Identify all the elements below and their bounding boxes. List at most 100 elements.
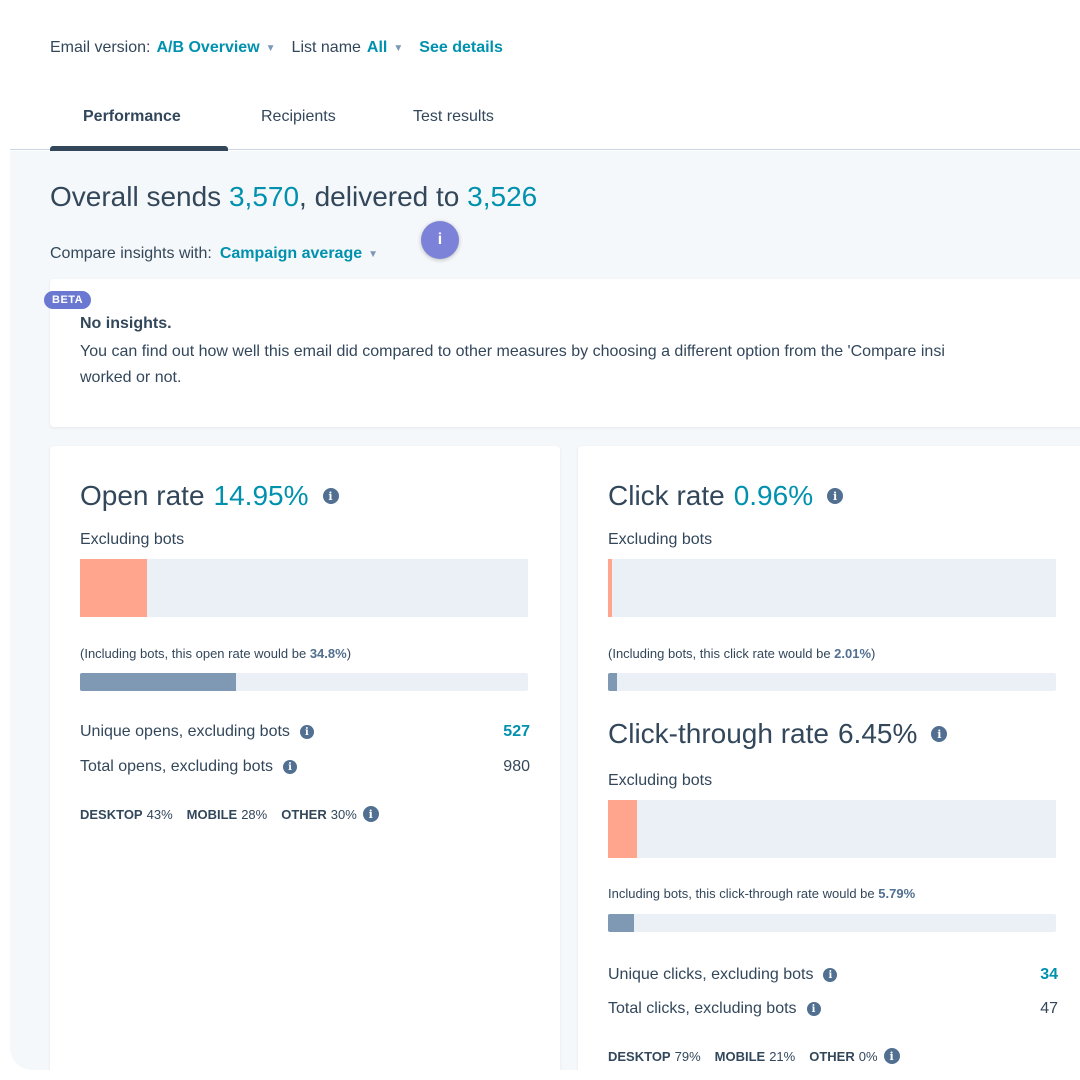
- device-pct: 30%: [330, 806, 357, 822]
- open-device-breakdown: DESKTOP 43% MOBILE 28% OTHER 30% i: [80, 806, 379, 822]
- device-name: OTHER: [281, 806, 327, 822]
- open-rate-including-bar-fill: [80, 673, 236, 691]
- ctr-excluding-label: Excluding bots: [608, 772, 713, 789]
- click-rate-including-bar: [608, 673, 1056, 691]
- device-pct: 0%: [858, 1048, 878, 1064]
- open-rate-card: Open rate 14.95% i Excluding bots (Inclu…: [50, 446, 560, 1070]
- click-rate-including-bar-fill: [608, 673, 617, 691]
- info-icon[interactable]: i: [421, 221, 459, 259]
- open-note-suffix: ): [346, 646, 352, 661]
- info-circle-icon[interactable]: i: [823, 968, 838, 982]
- click-rate-bar-fill: [608, 559, 613, 617]
- caret-down-icon[interactable]: ▼: [368, 248, 379, 260]
- tab-bar: Performance Recipients Test results: [10, 96, 1080, 150]
- click-note-prefix: (Including bots, this click rate would b…: [608, 646, 835, 661]
- device-name: MOBILE: [714, 1048, 766, 1064]
- open-rate-including-note: (Including bots, this open rate would be…: [80, 646, 351, 661]
- ctr-bar: [608, 800, 1056, 858]
- ctr-note-value: 5.79%: [878, 886, 916, 901]
- open-note-value: 34.8%: [309, 646, 347, 661]
- info-circle-icon[interactable]: i: [362, 806, 379, 822]
- info-circle-icon[interactable]: i: [322, 488, 339, 504]
- ctr-including-bar-fill: [608, 914, 634, 932]
- device-pct: 21%: [769, 1048, 796, 1064]
- total-clicks-value: 47: [1040, 1000, 1058, 1017]
- email-version-dropdown[interactable]: A/B Overview: [156, 39, 260, 56]
- click-rate-excluding-label: Excluding bots: [608, 531, 713, 548]
- insights-title: No insights.: [80, 315, 172, 332]
- total-clicks-row: Total clicks, excluding bots i 47: [608, 1000, 1058, 1018]
- device-name: DESKTOP: [80, 806, 143, 822]
- device-name: MOBILE: [186, 806, 238, 822]
- caret-down-icon[interactable]: ▼: [265, 42, 276, 54]
- device-name: DESKTOP: [608, 1048, 671, 1064]
- list-name-dropdown[interactable]: All: [366, 39, 388, 56]
- insights-body: You can find out how well this email did…: [80, 339, 1080, 391]
- delivered-count: 3,526: [467, 181, 538, 212]
- compare-insights: Compare insights with: Campaign average …: [50, 245, 378, 263]
- info-circle-icon[interactable]: i: [283, 760, 298, 774]
- info-circle-icon[interactable]: i: [883, 1048, 900, 1064]
- open-rate-including-bar: [80, 673, 528, 691]
- overall-sends-heading: Overall sends 3,570, delivered to 3,526: [50, 181, 537, 213]
- list-name-label: List name: [291, 39, 361, 56]
- insights-card: BETA No insights. You can find out how w…: [44, 279, 1080, 427]
- filter-bar: Email version: A/B Overview ▼ List name …: [50, 36, 503, 60]
- tab-test-results[interactable]: Test results: [413, 108, 494, 125]
- open-note-prefix: (Including bots, this open rate would be: [80, 646, 310, 661]
- total-opens-value: 980: [503, 758, 530, 775]
- unique-opens-value[interactable]: 527: [503, 723, 530, 740]
- open-rate-value: 14.95%: [213, 480, 309, 511]
- unique-clicks-label: Unique clicks, excluding bots: [608, 966, 814, 983]
- active-tab-indicator: [50, 146, 228, 151]
- sends-prefix: Overall sends: [50, 181, 222, 212]
- device-name: OTHER: [809, 1048, 855, 1064]
- open-rate-label: Open rate: [80, 480, 205, 511]
- insights-body-line-2: worked or not.: [80, 369, 182, 386]
- info-circle-icon[interactable]: i: [827, 488, 844, 504]
- info-circle-icon[interactable]: i: [806, 1002, 821, 1016]
- sends-count: 3,570: [228, 181, 300, 212]
- ctr-bar-fill: [608, 800, 637, 858]
- total-opens-row: Total opens, excluding bots i 980: [80, 758, 530, 776]
- caret-down-icon[interactable]: ▼: [393, 42, 404, 54]
- click-rate-label: Click rate: [608, 480, 725, 511]
- click-rate-card: Click rate 0.96% i Excluding bots (Inclu…: [578, 446, 1080, 1070]
- click-rate-including-note: (Including bots, this click rate would b…: [608, 646, 875, 661]
- total-clicks-label: Total clicks, excluding bots: [608, 1000, 797, 1017]
- tab-recipients[interactable]: Recipients: [261, 108, 336, 125]
- compare-label: Compare insights with:: [50, 245, 212, 262]
- delivered-text: , delivered to: [299, 181, 460, 212]
- compare-dropdown[interactable]: Campaign average: [219, 245, 363, 262]
- beta-badge: BETA: [44, 291, 92, 309]
- unique-clicks-value[interactable]: 34: [1040, 966, 1058, 983]
- performance-panel: Overall sends 3,570, delivered to 3,526 …: [10, 151, 1080, 1070]
- click-note-suffix: ): [871, 646, 876, 661]
- device-pct: 43%: [146, 806, 173, 822]
- see-details-link[interactable]: See details: [419, 39, 503, 56]
- ctr-note-prefix: Including bots, this click-through rate …: [608, 886, 879, 901]
- open-rate-excluding-label: Excluding bots: [80, 531, 185, 548]
- tab-performance[interactable]: Performance: [83, 108, 181, 125]
- ctr-including-note: Including bots, this click-through rate …: [608, 886, 915, 901]
- click-rate-title: Click rate 0.96% i: [608, 480, 844, 512]
- click-rate-value: 0.96%: [733, 480, 814, 511]
- info-circle-icon[interactable]: i: [299, 725, 314, 739]
- click-device-breakdown: DESKTOP 79% MOBILE 21% OTHER 0% i: [608, 1048, 900, 1064]
- total-opens-label: Total opens, excluding bots: [80, 758, 274, 775]
- ctr-value: 6.45%: [837, 718, 918, 749]
- unique-opens-label: Unique opens, excluding bots: [80, 723, 290, 740]
- email-version-label: Email version:: [50, 39, 151, 56]
- device-pct: 79%: [674, 1048, 701, 1064]
- ctr-including-bar: [608, 914, 1056, 932]
- unique-clicks-row: Unique clicks, excluding bots i 34: [608, 966, 1058, 984]
- unique-opens-row: Unique opens, excluding bots i 527: [80, 723, 530, 741]
- info-circle-icon[interactable]: i: [931, 726, 948, 742]
- click-note-value: 2.01%: [834, 646, 872, 661]
- open-rate-title: Open rate 14.95% i: [80, 480, 339, 512]
- insights-body-line-1: You can find out how well this email did…: [80, 343, 945, 360]
- device-pct: 28%: [241, 806, 268, 822]
- open-rate-bar: [80, 559, 528, 617]
- click-rate-bar: [608, 559, 1056, 617]
- ctr-label: Click-through rate: [608, 718, 829, 749]
